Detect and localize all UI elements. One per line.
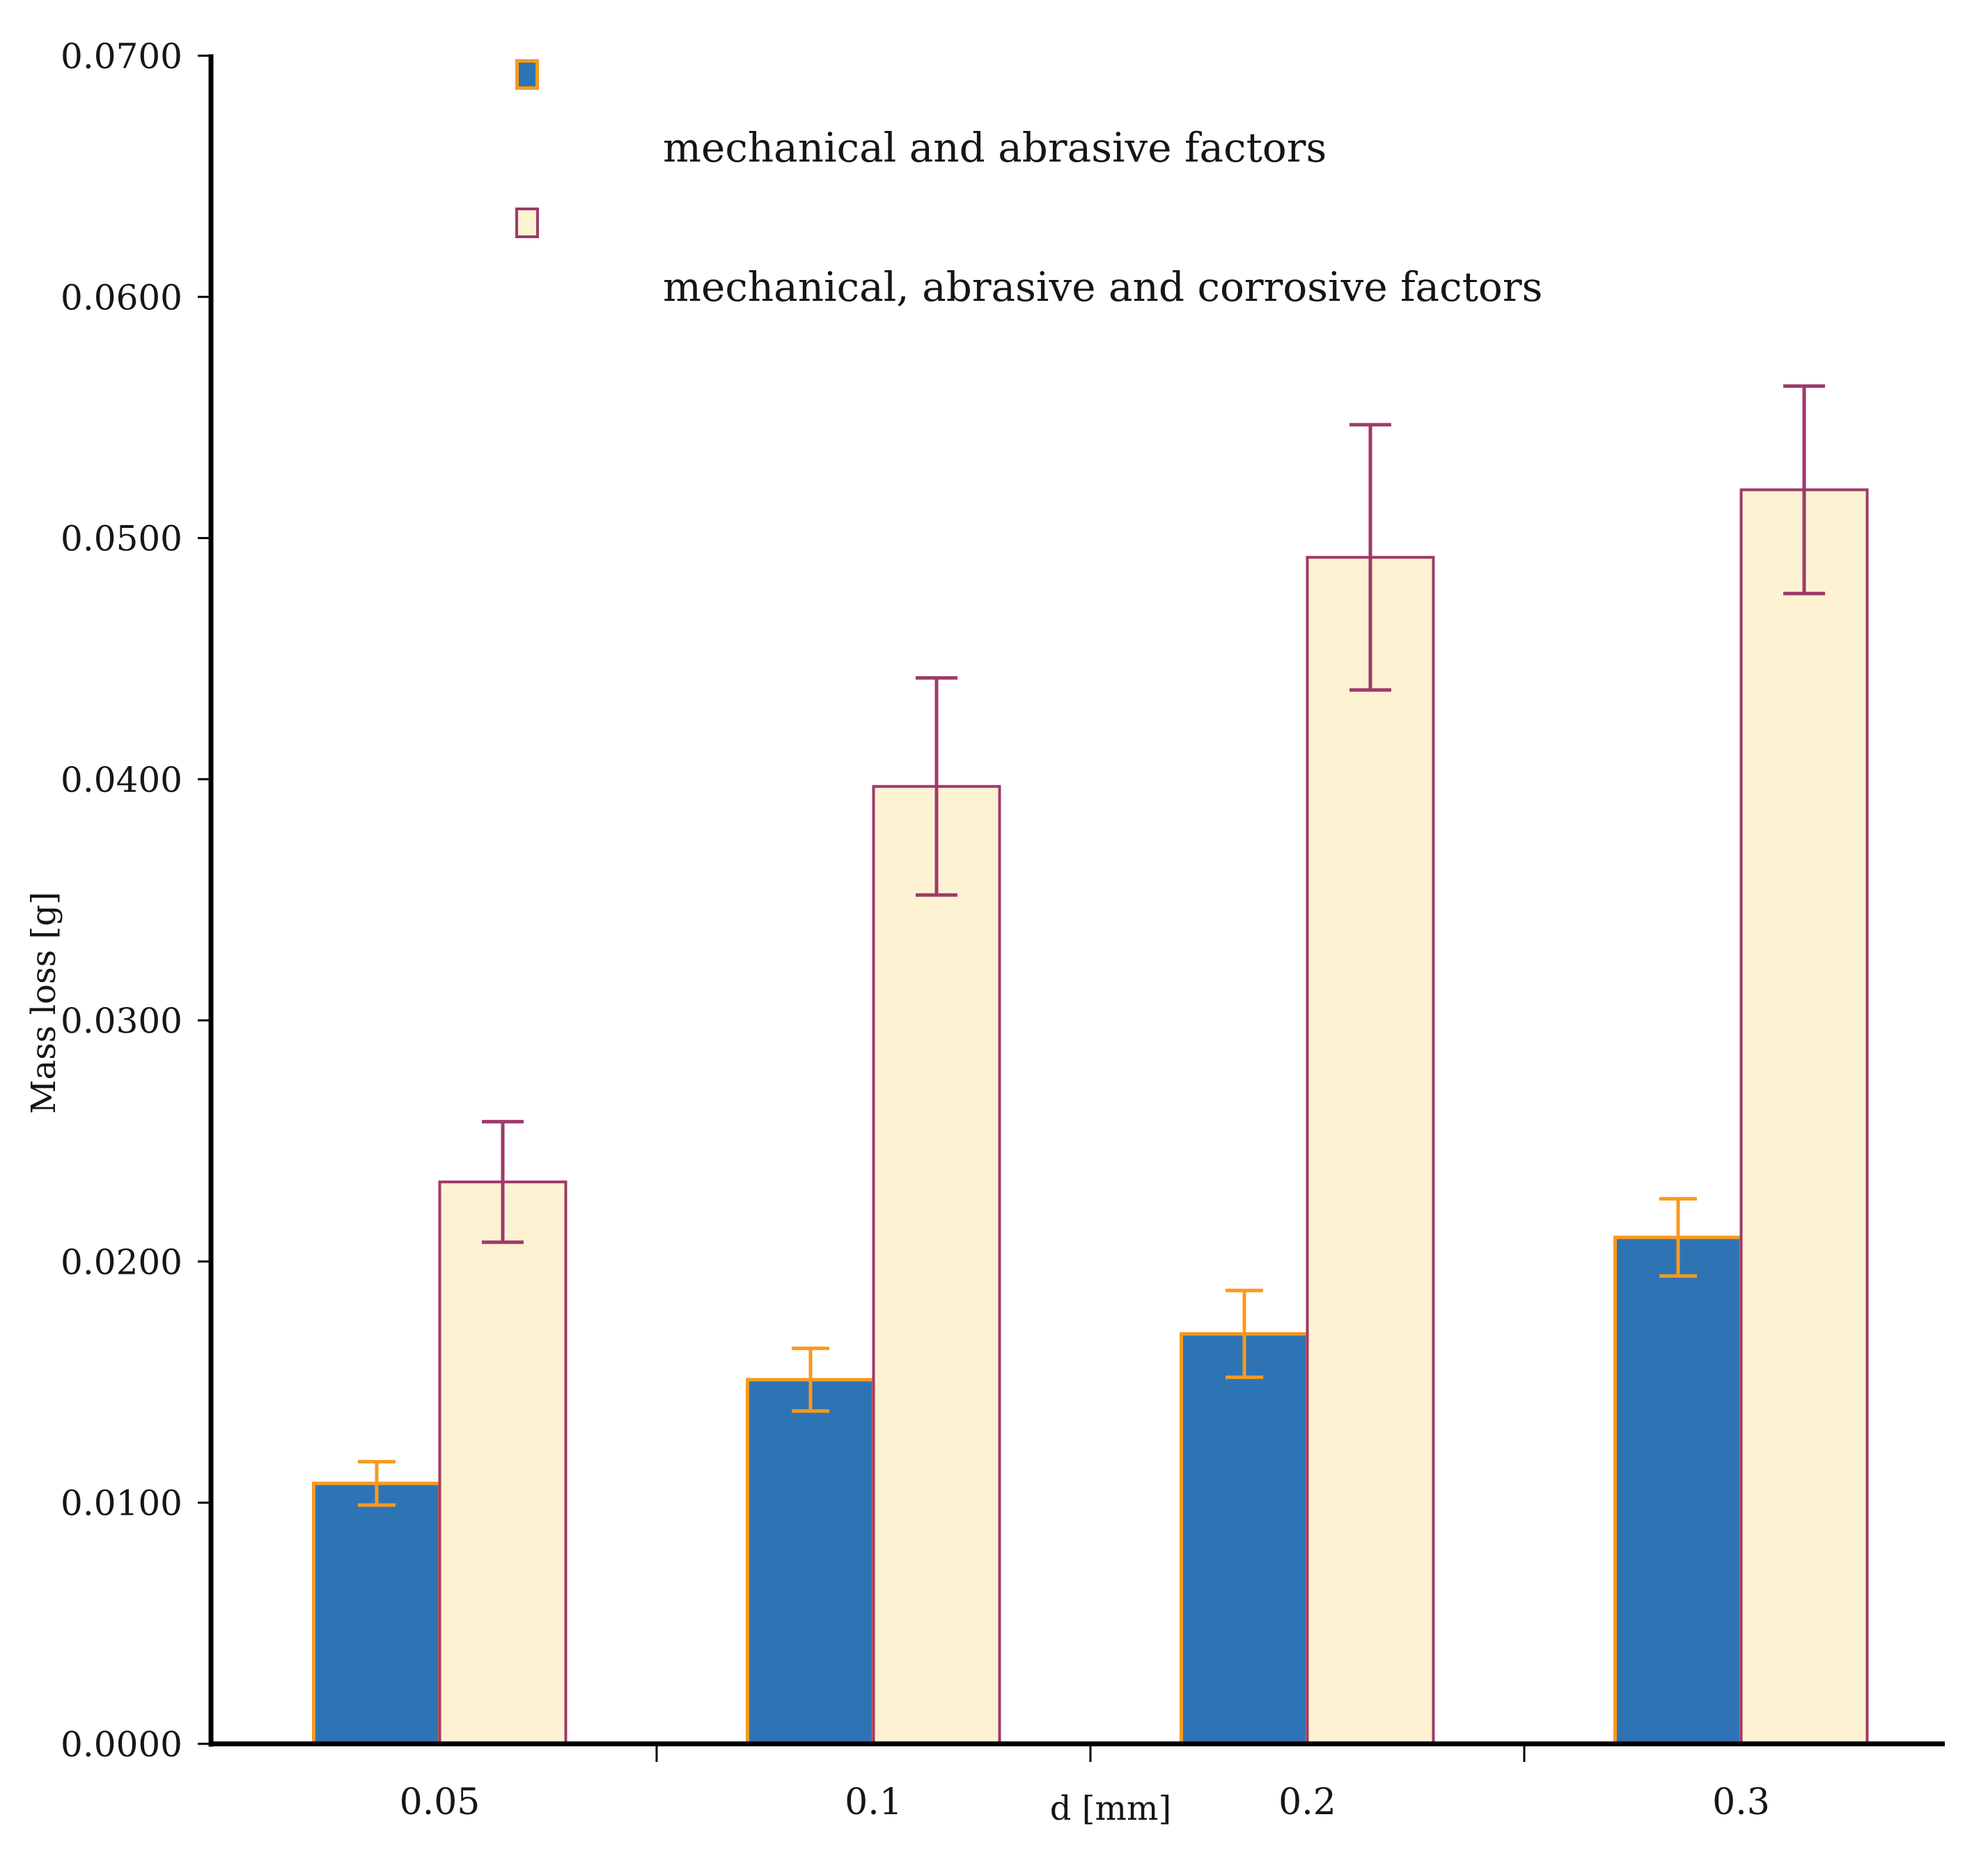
x-axis-title: d [mm] [1049, 1789, 1172, 1828]
y-tick-label-4: 0.0400 [61, 760, 182, 800]
x-category-label-0: 0.05 [400, 1781, 480, 1823]
x-category-label-1: 0.1 [845, 1781, 902, 1823]
legend-swatch-mechanical-abrasive-icon [515, 59, 539, 90]
bar-series2-cat3 [1739, 488, 1869, 1745]
y-axis-title: Mass loss [g] [24, 891, 63, 1114]
bar-series1-cat2 [1180, 1332, 1309, 1746]
y-tick-label-0: 0.0000 [61, 1724, 182, 1765]
bar-series1-cat0 [312, 1481, 441, 1746]
bar-series2-cat0 [438, 1180, 568, 1745]
y-tick-label-7: 0.0700 [61, 36, 182, 77]
y-tick-label-1: 0.0100 [61, 1483, 182, 1524]
bar-series2-cat2 [1306, 556, 1435, 1745]
y-tick-label-2: 0.0200 [61, 1242, 182, 1282]
x-category-label-3: 0.3 [1712, 1781, 1770, 1823]
y-tick-label-3: 0.0300 [61, 1001, 182, 1041]
bar-series1-cat3 [1613, 1235, 1743, 1746]
legend-label-mechanical-abrasive: mechanical and abrasive factors [663, 124, 1327, 171]
y-tick-label-5: 0.0500 [61, 519, 182, 559]
bar-series2-cat1 [872, 785, 1001, 1745]
legend-swatch-mechanical-abrasive-corrosive-icon [515, 208, 539, 238]
y-tick-label-6: 0.0600 [61, 277, 182, 318]
bar-series1-cat1 [746, 1378, 875, 1746]
legend-label-mechanical-abrasive-corrosive: mechanical, abrasive and corrosive facto… [663, 263, 1543, 311]
x-category-label-2: 0.2 [1278, 1781, 1336, 1823]
